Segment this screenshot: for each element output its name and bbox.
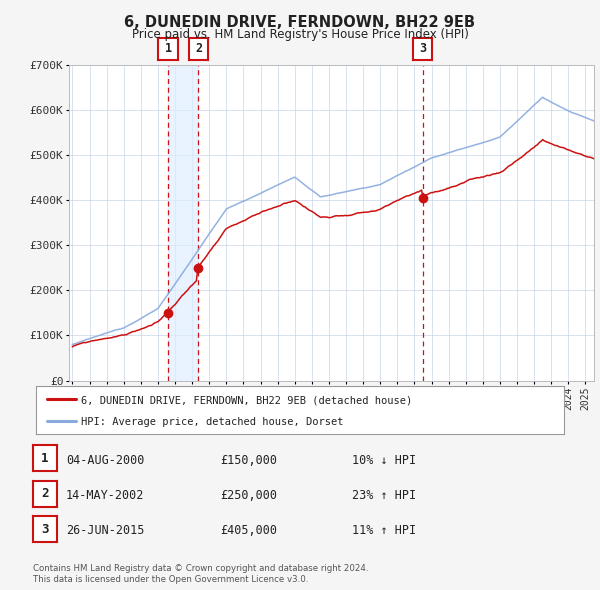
Text: HPI: Average price, detached house, Dorset: HPI: Average price, detached house, Dors… [81,417,343,427]
Text: 11% ↑ HPI: 11% ↑ HPI [352,525,416,537]
Text: 2: 2 [195,42,202,55]
Text: 6, DUNEDIN DRIVE, FERNDOWN, BH22 9EB (detached house): 6, DUNEDIN DRIVE, FERNDOWN, BH22 9EB (de… [81,395,412,405]
Text: This data is licensed under the Open Government Licence v3.0.: This data is licensed under the Open Gov… [33,575,308,584]
Text: £405,000: £405,000 [221,525,277,537]
Text: Contains HM Land Registry data © Crown copyright and database right 2024.: Contains HM Land Registry data © Crown c… [33,565,368,573]
Text: 1: 1 [41,452,49,465]
Text: 3: 3 [41,523,49,536]
Text: 26-JUN-2015: 26-JUN-2015 [66,525,144,537]
Text: £250,000: £250,000 [221,489,277,502]
Text: 3: 3 [419,42,426,55]
Text: 04-AUG-2000: 04-AUG-2000 [66,454,144,467]
Text: Price paid vs. HM Land Registry's House Price Index (HPI): Price paid vs. HM Land Registry's House … [131,28,469,41]
Text: 6, DUNEDIN DRIVE, FERNDOWN, BH22 9EB: 6, DUNEDIN DRIVE, FERNDOWN, BH22 9EB [125,15,476,30]
Text: 14-MAY-2002: 14-MAY-2002 [66,489,144,502]
Text: 1: 1 [164,42,172,55]
Text: 2: 2 [41,487,49,500]
Text: 10% ↓ HPI: 10% ↓ HPI [352,454,416,467]
Bar [168,65,199,381]
Text: 23% ↑ HPI: 23% ↑ HPI [352,489,416,502]
Text: £150,000: £150,000 [221,454,277,467]
